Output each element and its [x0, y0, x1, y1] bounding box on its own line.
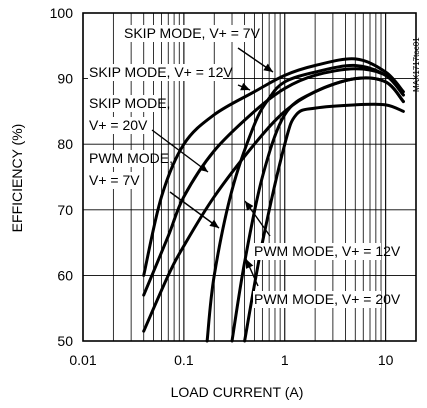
annotation-arrowhead-2 — [240, 82, 250, 91]
annotation-leader-3 — [151, 129, 209, 173]
curve-label-background — [253, 243, 381, 260]
curve-label-background — [88, 172, 139, 189]
annotation-arrowhead-1 — [263, 63, 273, 72]
annotation-arrowhead-5 — [245, 201, 254, 211]
curve-labels: SKIP MODE, V+ = 7V SKIP MODE, V+ = 12V SKI… — [88, 25, 401, 308]
x-tick-label: 0.01 — [69, 352, 96, 368]
annotation-arrowhead-3 — [198, 163, 208, 172]
y-tick-label: 60 — [57, 267, 73, 283]
y-tick-label: 80 — [57, 136, 73, 152]
annotation-arrowhead-6 — [246, 259, 254, 269]
series-line-5 — [230, 76, 405, 343]
curve-label-4: V+ = 7V — [89, 172, 140, 188]
x-tick-label: 0.1 — [174, 352, 194, 368]
y-tick-label: 70 — [57, 202, 73, 218]
curve-label-background — [88, 150, 153, 167]
annotation-arrowhead-4 — [209, 219, 219, 228]
series-lines — [142, 57, 405, 343]
curve-label-background — [88, 117, 146, 134]
annotation-leader-4 — [169, 191, 220, 229]
curve-label-1: SKIP MODE, V+ = 7V — [124, 25, 261, 41]
series-line-1 — [142, 57, 405, 277]
y-tick-label: 50 — [57, 333, 73, 349]
tick-labels: 50 60 70 80 90 100 0.01 0.1 1 10 — [50, 5, 394, 368]
curve-label-3: V+ = 20V — [89, 117, 148, 133]
curve-label-background — [253, 291, 381, 308]
part-number: MAX1717toc01 — [412, 37, 421, 92]
plot-frame — [82, 12, 417, 342]
curve-label-5: PWM MODE, V+ = 12V — [254, 243, 401, 259]
y-tick-label: 100 — [50, 5, 74, 21]
x-tick-label: 1 — [281, 352, 289, 368]
y-tick-label: 90 — [57, 71, 73, 87]
curve-label-4: PWM MODE, — [89, 150, 173, 166]
y-axis-title: EFFICIENCY (%) — [9, 124, 25, 233]
curve-label-background — [123, 25, 251, 42]
curve-label-background — [88, 95, 160, 112]
curve-label-2: SKIP MODE, V+ = 12V — [89, 64, 233, 80]
x-tick-label: 10 — [378, 352, 394, 368]
series-line-6 — [243, 102, 405, 343]
curve-label-6: PWM MODE, V+ = 20V — [254, 291, 401, 307]
curve-label-background — [88, 64, 223, 81]
series-line-2 — [142, 67, 405, 297]
x-axis-title: LOAD CURRENT (A) — [171, 384, 304, 400]
series-line-4 — [205, 63, 405, 343]
plot-border — [82, 12, 417, 342]
annotation-leaders — [151, 47, 274, 287]
curve-label-3: SKIP MODE, — [89, 95, 170, 111]
